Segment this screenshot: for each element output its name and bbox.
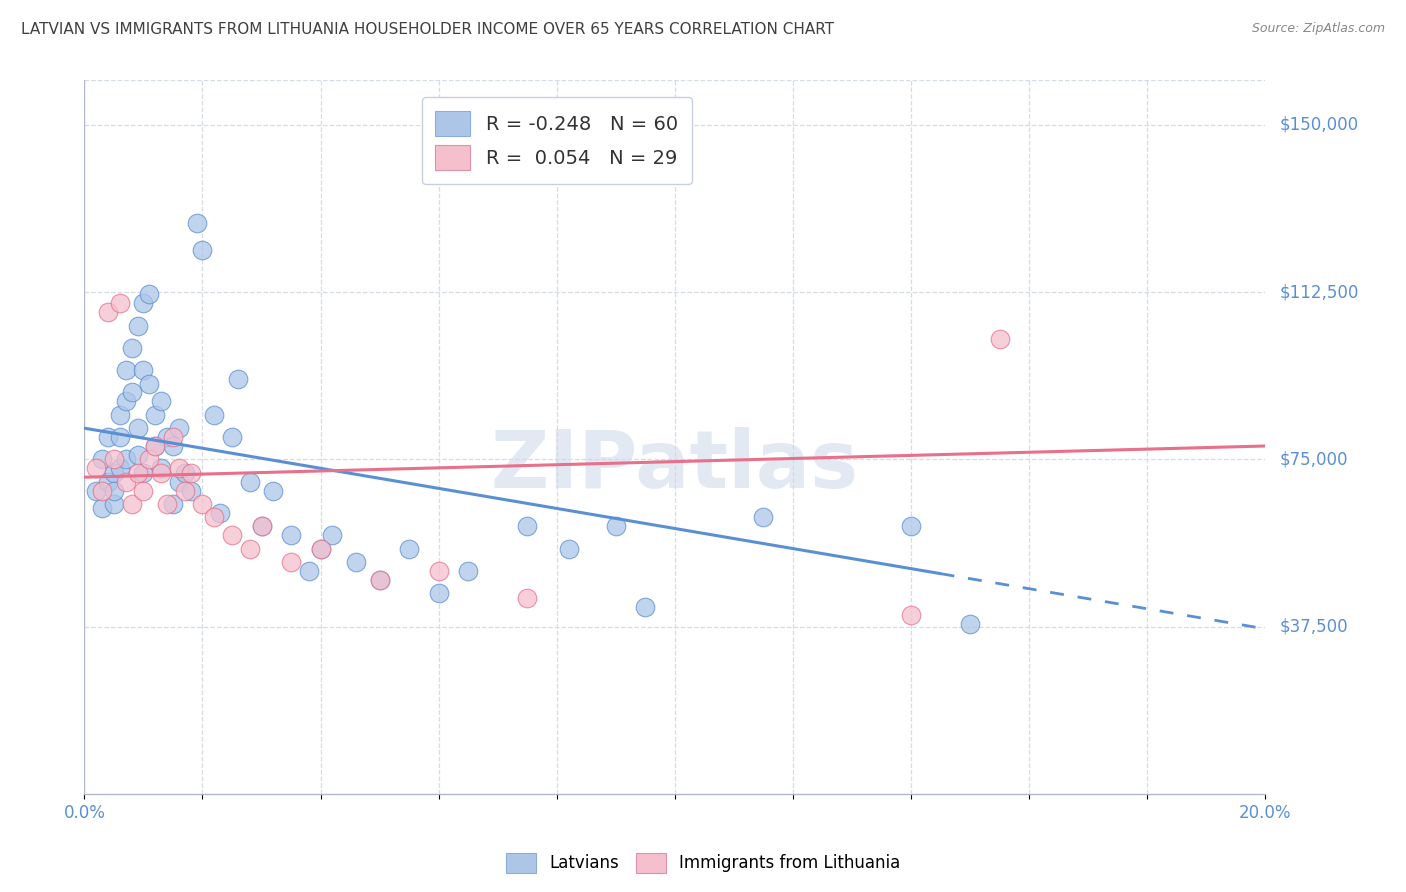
Point (162, 439, 184, 453)
Legend: R = -0.248   N = 60, R =  0.054   N = 29: R = -0.248 N = 60, R = 0.054 N = 29 (422, 97, 692, 184)
Point (132, 363, 155, 377)
Point (127, 448, 149, 462)
Point (97, 305, 120, 319)
Point (262, 483, 284, 498)
Point (605, 519, 627, 533)
Point (132, 483, 155, 498)
Point (138, 287, 160, 301)
Point (127, 466, 149, 480)
Point (226, 372, 249, 386)
Point (280, 528, 302, 542)
Point (309, 541, 332, 556)
Point (114, 363, 136, 377)
Point (250, 519, 273, 533)
Point (162, 497, 184, 511)
Point (108, 461, 131, 475)
Point (91, 452, 114, 467)
Point (121, 497, 143, 511)
Text: $37,500: $37,500 (1279, 617, 1348, 636)
Point (143, 408, 166, 422)
Point (959, 617, 981, 632)
Point (84, 483, 107, 498)
Point (368, 573, 391, 587)
Point (132, 296, 155, 310)
Point (298, 564, 321, 578)
Point (156, 497, 179, 511)
Point (84, 461, 107, 475)
Text: Source: ZipAtlas.com: Source: ZipAtlas.com (1251, 22, 1385, 36)
Point (173, 483, 195, 498)
Point (516, 591, 538, 605)
Point (167, 475, 190, 489)
Point (150, 461, 173, 475)
Point (143, 439, 166, 453)
Point (202, 510, 225, 524)
Point (138, 452, 160, 467)
Point (191, 497, 214, 511)
Point (180, 466, 202, 480)
Point (121, 341, 143, 355)
Point (127, 318, 149, 333)
Point (97, 475, 120, 489)
Point (309, 541, 332, 556)
Text: ZIPatlas: ZIPatlas (491, 426, 859, 505)
Text: $150,000: $150,000 (1279, 116, 1358, 134)
Point (398, 541, 420, 556)
Point (114, 394, 136, 409)
Point (427, 564, 450, 578)
Point (103, 497, 125, 511)
Point (344, 555, 367, 569)
Point (150, 466, 173, 480)
Point (103, 452, 125, 467)
Point (557, 541, 579, 556)
Point (368, 573, 391, 587)
Point (138, 376, 160, 391)
Point (516, 519, 538, 533)
Point (143, 439, 166, 453)
Point (250, 519, 273, 533)
Point (162, 430, 184, 444)
Point (239, 475, 262, 489)
Point (121, 385, 143, 400)
Point (634, 599, 657, 614)
Point (91, 483, 114, 498)
Point (127, 421, 149, 435)
Point (103, 483, 125, 498)
Point (91, 501, 114, 516)
Point (427, 586, 450, 600)
Point (280, 555, 302, 569)
Point (180, 483, 202, 498)
Point (191, 243, 214, 257)
Point (202, 408, 225, 422)
Point (186, 216, 208, 230)
Point (173, 466, 195, 480)
Point (108, 408, 131, 422)
Point (239, 541, 262, 556)
Point (114, 452, 136, 467)
Point (321, 528, 343, 542)
Point (988, 332, 1011, 346)
Point (752, 510, 775, 524)
Legend: Latvians, Immigrants from Lithuania: Latvians, Immigrants from Lithuania (499, 847, 907, 880)
Point (167, 421, 190, 435)
Point (114, 475, 136, 489)
Point (156, 430, 179, 444)
Text: $75,000: $75,000 (1279, 450, 1348, 468)
Point (221, 528, 243, 542)
Point (209, 506, 232, 520)
Point (221, 430, 243, 444)
Point (150, 394, 173, 409)
Point (900, 608, 922, 623)
Point (108, 430, 131, 444)
Text: LATVIAN VS IMMIGRANTS FROM LITHUANIA HOUSEHOLDER INCOME OVER 65 YEARS CORRELATIO: LATVIAN VS IMMIGRANTS FROM LITHUANIA HOU… (21, 22, 834, 37)
Point (108, 296, 131, 310)
Point (103, 466, 125, 480)
Point (457, 564, 479, 578)
Point (900, 519, 922, 533)
Point (132, 466, 155, 480)
Text: $112,500: $112,500 (1279, 283, 1358, 301)
Point (97, 430, 120, 444)
Point (167, 461, 190, 475)
